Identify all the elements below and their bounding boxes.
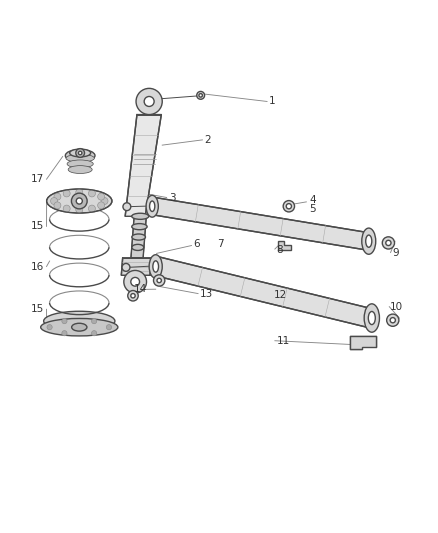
Circle shape bbox=[76, 206, 83, 213]
Circle shape bbox=[157, 278, 161, 282]
Polygon shape bbox=[155, 257, 372, 327]
Text: 10: 10 bbox=[390, 302, 403, 312]
Polygon shape bbox=[153, 198, 368, 250]
Circle shape bbox=[153, 275, 165, 286]
Ellipse shape bbox=[67, 160, 93, 168]
Circle shape bbox=[131, 277, 140, 286]
Text: 9: 9 bbox=[393, 247, 399, 257]
Ellipse shape bbox=[44, 311, 115, 331]
Ellipse shape bbox=[153, 261, 159, 272]
Circle shape bbox=[197, 92, 205, 99]
Text: 15: 15 bbox=[31, 304, 44, 314]
Circle shape bbox=[63, 190, 70, 197]
Text: 4: 4 bbox=[309, 195, 315, 205]
Polygon shape bbox=[350, 336, 376, 350]
Text: 13: 13 bbox=[199, 288, 212, 298]
Circle shape bbox=[386, 240, 391, 246]
Polygon shape bbox=[121, 258, 152, 275]
Text: 15: 15 bbox=[31, 221, 44, 231]
Ellipse shape bbox=[366, 235, 372, 247]
Circle shape bbox=[106, 325, 112, 330]
Circle shape bbox=[92, 319, 97, 324]
Ellipse shape bbox=[68, 166, 92, 174]
Circle shape bbox=[101, 198, 108, 205]
Ellipse shape bbox=[46, 189, 112, 213]
Circle shape bbox=[54, 202, 61, 209]
Circle shape bbox=[76, 189, 83, 196]
Circle shape bbox=[136, 88, 162, 115]
Ellipse shape bbox=[146, 195, 158, 217]
Ellipse shape bbox=[132, 224, 147, 230]
Circle shape bbox=[50, 198, 57, 205]
Circle shape bbox=[88, 190, 95, 197]
Ellipse shape bbox=[41, 318, 118, 336]
Ellipse shape bbox=[368, 311, 375, 325]
Text: 6: 6 bbox=[193, 239, 199, 249]
Circle shape bbox=[122, 263, 130, 271]
Circle shape bbox=[144, 96, 154, 107]
Ellipse shape bbox=[132, 234, 145, 240]
Ellipse shape bbox=[65, 149, 95, 161]
Polygon shape bbox=[278, 241, 291, 250]
Text: 1: 1 bbox=[269, 96, 276, 107]
Text: 12: 12 bbox=[274, 290, 287, 300]
Circle shape bbox=[71, 193, 87, 209]
Polygon shape bbox=[125, 115, 161, 216]
Text: 5: 5 bbox=[309, 204, 315, 214]
Ellipse shape bbox=[132, 213, 149, 220]
Circle shape bbox=[54, 193, 61, 200]
Circle shape bbox=[123, 203, 131, 211]
Circle shape bbox=[88, 205, 95, 212]
Circle shape bbox=[390, 318, 396, 323]
Circle shape bbox=[382, 237, 395, 249]
Circle shape bbox=[387, 314, 399, 326]
Circle shape bbox=[62, 319, 67, 324]
Circle shape bbox=[92, 330, 97, 336]
Text: 16: 16 bbox=[31, 262, 44, 271]
Text: 17: 17 bbox=[31, 174, 44, 184]
Circle shape bbox=[98, 202, 105, 209]
Text: 11: 11 bbox=[277, 336, 290, 346]
Text: 3: 3 bbox=[169, 192, 175, 203]
Circle shape bbox=[76, 149, 85, 157]
Circle shape bbox=[124, 270, 147, 293]
Ellipse shape bbox=[150, 201, 155, 212]
Circle shape bbox=[128, 290, 138, 301]
Ellipse shape bbox=[362, 228, 376, 254]
Text: 7: 7 bbox=[217, 239, 224, 249]
Ellipse shape bbox=[132, 244, 144, 251]
Circle shape bbox=[199, 94, 202, 97]
Circle shape bbox=[62, 330, 67, 336]
Ellipse shape bbox=[70, 149, 91, 157]
Polygon shape bbox=[131, 216, 146, 258]
Text: 14: 14 bbox=[134, 284, 147, 294]
Ellipse shape bbox=[364, 304, 379, 332]
Circle shape bbox=[286, 204, 291, 209]
Ellipse shape bbox=[149, 255, 162, 278]
Ellipse shape bbox=[66, 154, 94, 162]
Circle shape bbox=[78, 151, 82, 155]
Circle shape bbox=[131, 294, 135, 298]
Circle shape bbox=[63, 205, 70, 212]
Circle shape bbox=[283, 200, 294, 212]
Circle shape bbox=[47, 325, 52, 330]
Circle shape bbox=[76, 198, 82, 204]
Circle shape bbox=[98, 193, 105, 200]
Ellipse shape bbox=[72, 323, 87, 331]
Text: 2: 2 bbox=[205, 135, 211, 145]
Text: 8: 8 bbox=[276, 245, 283, 255]
